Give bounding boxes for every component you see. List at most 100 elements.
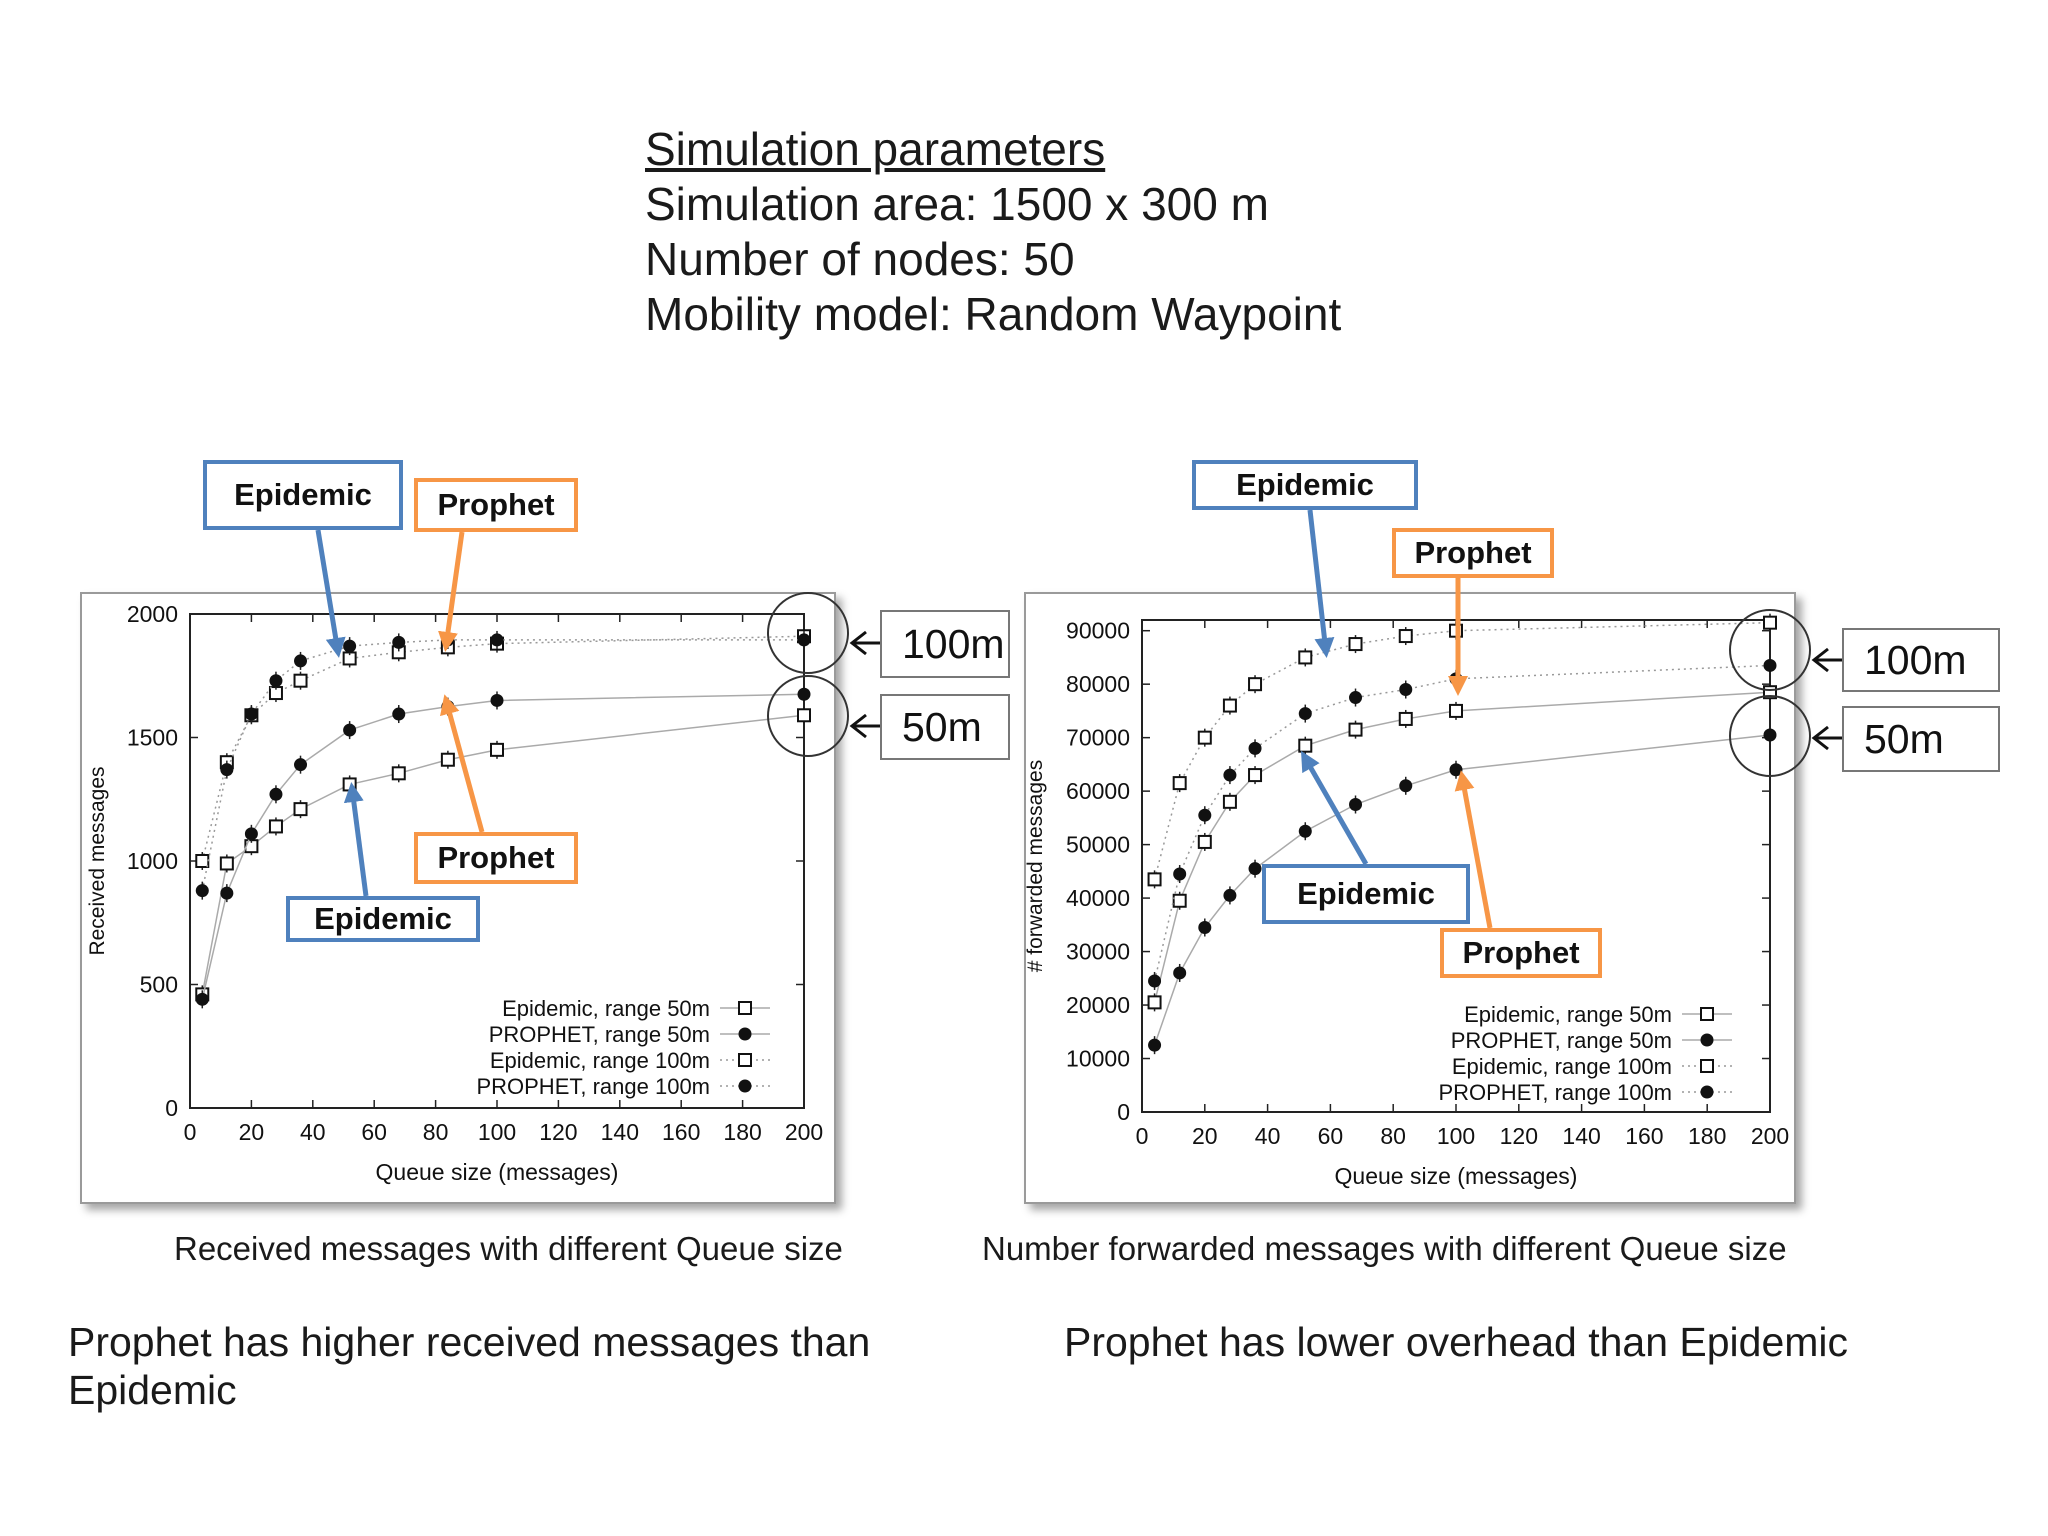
chart0-x-tick-label: 20	[239, 1119, 265, 1145]
chart0-legend-marker	[738, 1053, 752, 1067]
chart1-point-circle	[1223, 888, 1237, 902]
chart1-point-square	[1147, 995, 1162, 1010]
chart1-x-tick-label: 40	[1255, 1123, 1281, 1149]
chart1-point-circle	[1173, 867, 1187, 881]
chart1-legend-label: PROPHET, range 50m	[1451, 1028, 1672, 1053]
chart1-x-tick-label: 100	[1437, 1123, 1475, 1149]
chart1-x-tick-label: 180	[1688, 1123, 1726, 1149]
conclusion-right: Prophet has lower overhead than Epidemic	[1064, 1319, 1849, 1365]
chart1-point-square	[1763, 615, 1777, 630]
callout-prophet-mid-right: Prophet	[1440, 928, 1602, 978]
chart0-point-circle	[343, 639, 357, 653]
chart1-point-circle	[1763, 658, 1777, 672]
chart0-point-circle	[269, 787, 283, 801]
chart1-legend-marker	[1700, 1033, 1714, 1047]
pointer-right-100m-head	[1811, 647, 1829, 673]
chart0-x-tick-label: 100	[478, 1119, 516, 1145]
chart0-point-circle	[441, 700, 455, 714]
caption-right: Number forwarded messages with different…	[982, 1230, 1787, 1267]
chart0-y-tick-label: 1500	[127, 725, 178, 751]
chart0-legend-marker	[738, 1079, 752, 1093]
chart0-point-square	[797, 708, 811, 723]
chart0-point-square	[293, 673, 308, 688]
chart1-legend-label: PROPHET, range 100m	[1438, 1080, 1672, 1105]
chart1-x-axis-label: Queue size (messages)	[1335, 1163, 1578, 1189]
chart1-point-square	[1398, 711, 1413, 726]
chart1-x-tick-label: 20	[1192, 1123, 1218, 1149]
chart1-point-square	[1348, 637, 1363, 652]
chart1-y-tick-label: 10000	[1066, 1046, 1130, 1072]
chart1-point-circle	[1449, 672, 1463, 686]
chart0-point-square	[342, 777, 357, 792]
chart1-point-circle	[1298, 707, 1312, 721]
chart1-point-square	[1298, 738, 1313, 753]
chart1-y-tick-label: 40000	[1066, 885, 1130, 911]
chart0-point-circle	[220, 763, 234, 777]
chart0-point-circle	[797, 687, 811, 701]
chart1-point-circle	[1173, 966, 1187, 980]
chart1-x-tick-label: 140	[1562, 1123, 1600, 1149]
chart1-legend-marker	[1700, 1059, 1714, 1073]
chart1-x-tick-label: 80	[1380, 1123, 1406, 1149]
range-label-right-50m: 50m	[1842, 706, 2000, 772]
chart1-point-square	[1147, 872, 1162, 887]
pointer-right-50m-head	[1811, 725, 1829, 751]
chart1-point-square	[1222, 794, 1237, 809]
callout-prophet-top-left: Prophet	[414, 478, 578, 532]
chart1-point-square	[1172, 893, 1187, 908]
chart1-y-tick-label: 90000	[1066, 618, 1130, 644]
chart1-point-circle	[1248, 862, 1262, 876]
range-label-left-100m: 100m	[880, 610, 1010, 678]
chart0-point-circle	[441, 633, 455, 647]
callout-epidemic-mid-left: Epidemic	[286, 896, 480, 942]
chart0-point-square	[440, 752, 455, 767]
chart0-point-circle	[797, 633, 811, 647]
chart1-x-tick-label: 120	[1500, 1123, 1538, 1149]
chart0-x-tick-label: 120	[539, 1119, 577, 1145]
chart0-x-tick-label: 180	[723, 1119, 761, 1145]
chart0-point-circle	[392, 707, 406, 721]
chart1-legend-label: Epidemic, range 100m	[1452, 1054, 1672, 1079]
chart1-series-line	[1153, 734, 1771, 1046]
chart1-point-square	[1248, 768, 1263, 783]
chart1-point-square	[1298, 650, 1313, 665]
chart0-point-circle	[244, 827, 258, 841]
chart1-y-tick-label: 70000	[1066, 725, 1130, 751]
parameter-nodes: Number of nodes: 50	[645, 233, 1075, 285]
chart0-y-axis-label: Received messages	[86, 766, 109, 955]
chart0-x-tick-label: 200	[785, 1119, 823, 1145]
received-messages-plot: 0 20 40 60 80 100 120 140 160 180 2000500100015002…	[86, 601, 823, 1185]
chart1-x-tick-label: 60	[1318, 1123, 1344, 1149]
chart1-series-line	[1153, 691, 1771, 1003]
chart1-point-square	[1222, 698, 1237, 713]
chart0-point-circle	[269, 674, 283, 688]
chart1-point-square	[1172, 776, 1187, 791]
chart0-x-tick-label: 0	[184, 1119, 197, 1145]
chart1-series-line	[1153, 664, 1771, 982]
pointer-left-100m-head	[849, 630, 867, 656]
range-label-right-100m: 100m	[1842, 628, 2000, 692]
chart1-point-circle	[1223, 768, 1237, 782]
chart0-point-circle	[195, 992, 209, 1006]
chart0-point-circle	[490, 693, 504, 707]
chart0-legend-label: PROPHET, range 100m	[476, 1074, 710, 1099]
chart0-y-tick-label: 1000	[127, 848, 178, 874]
chart0-point-circle	[244, 707, 258, 721]
chart1-y-tick-label: 80000	[1066, 671, 1130, 697]
chart0-y-tick-label: 500	[140, 972, 178, 998]
chart1-point-square	[1197, 834, 1212, 849]
chart1-legend-marker	[1700, 1007, 1714, 1021]
chart0-point-circle	[343, 723, 357, 737]
chart0-point-square	[268, 819, 283, 834]
chart1-y-axis-label: # forwarded messages	[1024, 760, 1047, 972]
chart1-legend-marker	[1700, 1085, 1714, 1099]
chart1-y-tick-label: 60000	[1066, 778, 1130, 804]
range-label-left-50m: 50m	[880, 694, 1010, 760]
chart1-x-tick-label: 160	[1625, 1123, 1663, 1149]
chart1-point-square	[1248, 677, 1263, 692]
chart0-point-square	[293, 802, 308, 817]
chart1-point-circle	[1399, 779, 1413, 793]
chart1-y-tick-label: 30000	[1066, 939, 1130, 965]
callout-epidemic-top-left: Epidemic	[203, 460, 403, 530]
chart1-point-square	[1449, 623, 1463, 638]
